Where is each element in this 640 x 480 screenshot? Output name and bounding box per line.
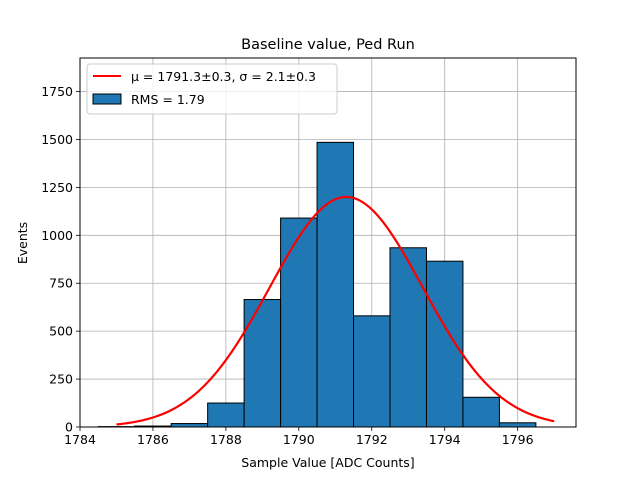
histogram-bar	[280, 217, 318, 428]
x-axis-ticks: 1784 1786 1788 1790 1792 1794 1796	[64, 427, 534, 447]
legend-hist-swatch	[92, 93, 122, 105]
histogram-bar	[170, 423, 209, 428]
y-tick-label: 500	[49, 324, 73, 339]
x-tick-label: 1788	[210, 432, 242, 447]
y-tick-label: 250	[49, 372, 73, 387]
legend: μ = 1791.3±0.3, σ = 2.1±0.3 RMS = 1.79	[86, 63, 338, 115]
y-axis-label: Events	[15, 222, 30, 264]
legend-box	[86, 63, 338, 115]
x-axis-label: Sample Value [ADC Counts]	[241, 455, 414, 470]
plot-frame	[79, 57, 577, 428]
histogram-bar	[243, 299, 282, 428]
histogram-bar	[389, 247, 427, 428]
x-tick-label: 1796	[502, 432, 534, 447]
histogram-bar	[498, 422, 537, 428]
gaussian-fit-curve	[116, 195, 555, 426]
x-tick-label: 1794	[429, 432, 461, 447]
fit-curve-group	[116, 195, 555, 426]
legend-hist-label: RMS = 1.79	[131, 92, 205, 107]
y-tick-label: 1250	[41, 180, 73, 195]
x-tick-label: 1790	[283, 432, 315, 447]
histogram-bar	[207, 402, 245, 428]
legend-fit-label: μ = 1791.3±0.3, σ = 2.1±0.3	[131, 69, 316, 84]
histogram-bar	[353, 315, 391, 428]
y-tick-label: 750	[49, 276, 73, 291]
histogram-bar	[425, 260, 464, 428]
y-tick-label: 1000	[41, 228, 73, 243]
x-tick-label: 1784	[64, 432, 96, 447]
y-axis-ticks: 0 250 500 750 1000 1250 1500 1750	[41, 84, 80, 435]
histogram-bar	[316, 141, 355, 428]
chart-title: Baseline value, Ped Run	[241, 37, 415, 53]
x-tick-label: 1792	[356, 432, 388, 447]
y-tick-label: 1500	[41, 132, 73, 147]
y-tick-label: 1750	[41, 84, 73, 99]
histogram-bar	[462, 396, 500, 428]
y-tick-label: 0	[65, 420, 73, 435]
x-tick-label: 1786	[137, 432, 169, 447]
